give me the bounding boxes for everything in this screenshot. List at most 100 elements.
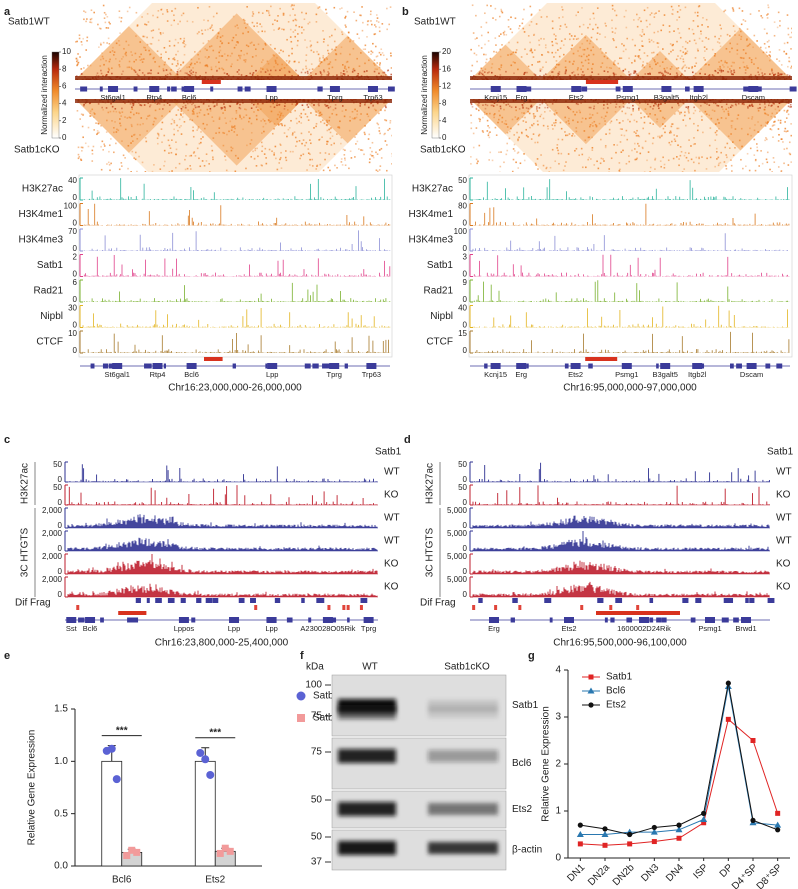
hic-pixel [288, 129, 290, 131]
gene [661, 86, 671, 92]
gene-label: Erg [516, 93, 528, 102]
hic-pixel [748, 45, 750, 47]
hic-pixel [110, 138, 112, 140]
hic-pixel [139, 104, 141, 106]
hic-pixel [252, 15, 254, 17]
hic-pixel [691, 67, 693, 69]
hic-pixel [777, 106, 779, 108]
hic-pixel [510, 54, 512, 56]
hic-pixel [764, 43, 766, 45]
band [338, 802, 396, 816]
dif-frag [275, 598, 280, 603]
hic-pixel [624, 16, 626, 18]
hic-pixel [614, 32, 616, 34]
hic-pixel [778, 74, 780, 76]
dif-frag [155, 598, 162, 603]
hic-pixel [387, 129, 389, 131]
gene-label: Psmg1 [616, 93, 639, 102]
hic-pixel [379, 64, 381, 66]
hic-pixel [370, 53, 372, 55]
hic-pixel [106, 120, 108, 122]
hic-pixel [283, 13, 285, 15]
hic-pixel [115, 108, 117, 110]
hic-pixel [588, 59, 590, 61]
colorbar-tick-label: 16 [442, 64, 451, 73]
hic-pixel [294, 14, 296, 16]
data-point [627, 832, 632, 837]
hic-pixel [309, 139, 311, 141]
hic-pixel [353, 48, 355, 50]
hic-pixel [543, 125, 545, 127]
hic-pixel [690, 145, 692, 147]
hic-pixel [604, 23, 606, 25]
hic-pixel [175, 141, 177, 143]
hic-pixel [377, 124, 379, 126]
hic-pixel [757, 108, 759, 110]
hic-pixel [243, 117, 245, 119]
hic-pixel [533, 123, 535, 125]
hic-pixel [251, 107, 253, 109]
hic-pixel [356, 134, 358, 136]
hic-pixel [577, 103, 579, 105]
hic-pixel [211, 45, 213, 47]
hic-pixel [109, 169, 111, 171]
hic-pixel [351, 157, 353, 159]
hic-pixel [301, 27, 303, 29]
hic-pixel [211, 116, 213, 118]
hic-pixel [655, 104, 657, 106]
hic-pixel [589, 18, 591, 20]
hic-pixel [169, 73, 171, 75]
hic-pixel [240, 108, 242, 110]
hic-pixel [504, 31, 506, 33]
hic-pixel [745, 69, 747, 71]
hic-pixel [364, 125, 366, 127]
hic-pixel [335, 49, 337, 51]
hic-pixel [756, 40, 758, 42]
hic-pixel [248, 121, 250, 123]
hic-pixel [496, 104, 498, 106]
hic-pixel [137, 25, 139, 27]
hic-pixel [601, 117, 603, 119]
hic-pixel [305, 142, 307, 144]
hic-pixel [315, 73, 317, 75]
hic-pixel [550, 167, 552, 169]
hic-pixel [255, 70, 257, 72]
hic-pixel [332, 67, 334, 69]
hic-pixel [208, 163, 210, 165]
hic-pixel [654, 168, 656, 170]
region-highlight [204, 357, 223, 361]
hic-pixel [533, 117, 535, 119]
hic-pixel [470, 128, 472, 130]
exon [305, 364, 311, 369]
hic-pixel [501, 44, 503, 46]
hic-pixel [219, 55, 221, 57]
hic-pixel [142, 72, 144, 74]
hic-pixel [200, 109, 202, 111]
hic-pixel [531, 21, 533, 23]
hic-pixel [769, 56, 771, 58]
hic-pixel [578, 154, 580, 156]
hic-pixel [111, 67, 113, 69]
hic-pixel [155, 110, 157, 112]
hic-pixel [767, 114, 769, 116]
hic-pixel [722, 70, 724, 72]
hic-pixel [568, 120, 570, 122]
hic-pixel [301, 143, 303, 145]
hic-pixel [662, 123, 664, 125]
gene-label: Itgb2l [689, 93, 708, 102]
hic-pixel [581, 62, 583, 64]
hic-pixel [284, 132, 286, 134]
hic-pixel [678, 164, 680, 166]
hic-pixel [561, 40, 563, 42]
hic-pixel [135, 159, 137, 161]
gene-label: Itgb2l [688, 370, 707, 379]
band [428, 706, 498, 718]
hic-pixel [553, 34, 555, 36]
hic-pixel [671, 141, 673, 143]
hic-pixel [644, 73, 646, 75]
hic-pixel [301, 133, 303, 135]
hic-pixel [327, 130, 329, 132]
hic-pixel [143, 47, 145, 49]
hic-pixel [189, 71, 191, 73]
hic-pixel [375, 152, 377, 154]
